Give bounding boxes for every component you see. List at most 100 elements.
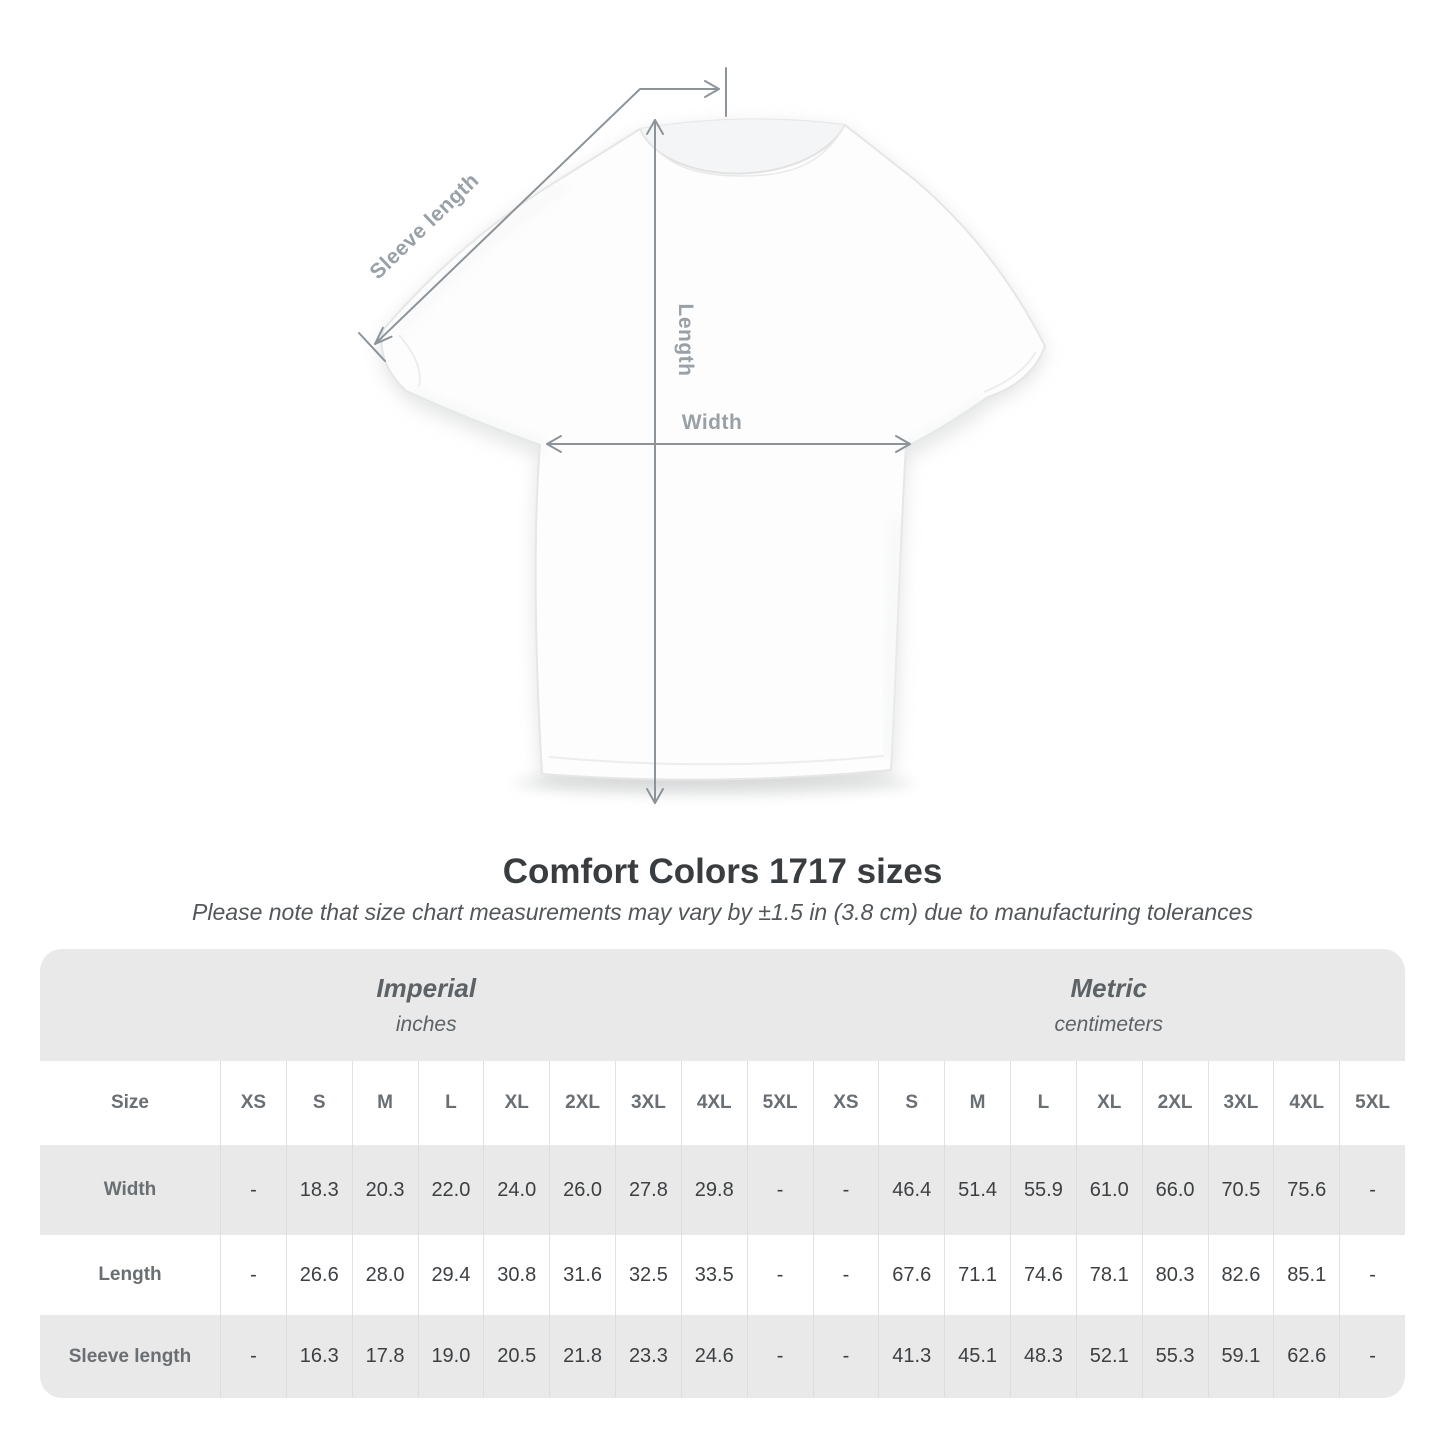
value-cell: 41.3	[878, 1315, 945, 1398]
metric-group-label: Metric	[1070, 973, 1148, 1003]
left-cuff-seam	[398, 334, 421, 387]
size-column-header: 4XL	[680, 1061, 747, 1145]
size-column-header: 3XL	[1207, 1061, 1274, 1145]
size-column-header: XS	[812, 1061, 879, 1145]
size-column-header: L	[1010, 1061, 1076, 1145]
size-column-header: 2XL	[549, 1061, 615, 1145]
value-cell: 20.3	[351, 1145, 418, 1235]
metric-group-header: Metric centimeters	[812, 949, 1405, 1061]
value-cell: 78.1	[1075, 1235, 1142, 1315]
corner-size-label: Size	[110, 1092, 150, 1113]
value-cell: 24.6	[680, 1315, 747, 1398]
imperial-group-header: Imperial inches	[40, 949, 813, 1061]
value-cell: 85.1	[1273, 1235, 1339, 1315]
value-cell: -	[812, 1235, 879, 1315]
left-sleeve-shading	[394, 181, 568, 333]
size-column-header: 3XL	[615, 1061, 681, 1145]
size-column-header: 5XL	[1339, 1061, 1405, 1145]
right-underarm-shading	[900, 396, 989, 454]
value-cell: -	[1339, 1235, 1405, 1315]
right-side-shading	[883, 519, 901, 757]
value-cell: 28.0	[351, 1235, 418, 1315]
value-cell: 27.8	[615, 1145, 681, 1235]
tshirt-measurement-diagram: Sleeve length Length Width	[358, 67, 1046, 804]
value-cell: 51.4	[944, 1145, 1010, 1235]
value-cell: -	[746, 1145, 813, 1235]
size-column-header: 5XL	[746, 1061, 813, 1145]
collar-opening	[640, 119, 845, 176]
value-cell: 33.5	[680, 1235, 747, 1315]
value-cell: 62.6	[1273, 1315, 1340, 1398]
value-cell: 29.4	[417, 1235, 484, 1315]
value-cell: -	[220, 1315, 286, 1398]
value-cell: 24.0	[483, 1145, 550, 1235]
value-cell: 80.3	[1141, 1235, 1208, 1315]
value-cell: 67.6	[878, 1235, 944, 1315]
value-cell: 59.1	[1207, 1315, 1274, 1398]
value-cell: -	[746, 1235, 813, 1315]
value-cell: 30.8	[483, 1235, 549, 1315]
imperial-group-unit: inches	[395, 1013, 457, 1036]
row-label-width: Width	[40, 1145, 220, 1235]
value-cell: 66.0	[1141, 1145, 1208, 1235]
value-cell: 26.0	[549, 1145, 615, 1235]
row-label-sleeve-length: Sleeve length	[40, 1315, 220, 1398]
size-column-header: XS	[220, 1061, 286, 1145]
value-cell: -	[1339, 1145, 1405, 1235]
size-column-header: XL	[1075, 1061, 1142, 1145]
value-cell: 17.8	[351, 1315, 418, 1398]
value-cell: -	[812, 1145, 879, 1235]
value-cell: 45.1	[944, 1315, 1010, 1398]
value-cell: 71.1	[944, 1235, 1010, 1315]
metric-group-unit: centimeters	[1054, 1013, 1164, 1036]
length-arrow: Length	[646, 119, 697, 804]
size-column-header: L	[417, 1061, 484, 1145]
size-column-header: 4XL	[1273, 1061, 1339, 1145]
size-column-header: XL	[483, 1061, 549, 1145]
page-title: Comfort Colors 1717 sizes	[502, 852, 943, 891]
value-cell: -	[1339, 1315, 1405, 1398]
hem-seam	[548, 755, 885, 766]
collar-inner-seam	[639, 124, 846, 177]
value-cell: 74.6	[1010, 1235, 1076, 1315]
value-cell: 61.0	[1075, 1145, 1142, 1235]
value-cell: 46.4	[878, 1145, 945, 1235]
value-cell: 52.1	[1075, 1315, 1142, 1398]
row-label-length: Length	[98, 1264, 162, 1285]
value-cell: 16.3	[285, 1315, 352, 1398]
value-cell: -	[220, 1235, 286, 1315]
width-label: Width	[682, 411, 743, 434]
value-cell: -	[746, 1315, 813, 1398]
value-cell: 26.6	[285, 1235, 352, 1315]
right-cuff-seam	[983, 351, 1037, 393]
value-cell: 82.6	[1207, 1235, 1274, 1315]
value-cell: 75.6	[1273, 1145, 1340, 1235]
value-cell: -	[812, 1315, 879, 1398]
value-cell: 22.0	[417, 1145, 484, 1235]
tshirt-body	[380, 118, 1046, 781]
value-cell: 21.8	[549, 1315, 615, 1398]
value-cell: 70.5	[1207, 1145, 1274, 1235]
value-cell: 29.8	[680, 1145, 747, 1235]
value-cell: -	[220, 1145, 286, 1235]
width-arrow: Width	[546, 411, 911, 453]
value-cell: 55.3	[1141, 1315, 1208, 1398]
tshirt-graphic	[380, 118, 1046, 781]
value-cell: 55.9	[1010, 1145, 1076, 1235]
value-cell: 20.5	[483, 1315, 550, 1398]
length-label: Length	[674, 304, 697, 377]
value-cell: 23.3	[615, 1315, 681, 1398]
value-cell: 32.5	[615, 1235, 681, 1315]
imperial-group-label: Imperial	[376, 973, 477, 1003]
size-column-header: M	[351, 1061, 418, 1145]
value-cell: 31.6	[549, 1235, 615, 1315]
value-cell: 18.3	[285, 1145, 352, 1235]
value-cell: 19.0	[417, 1315, 484, 1398]
size-column-header: M	[944, 1061, 1010, 1145]
size-column-header: S	[285, 1061, 352, 1145]
left-underarm-shading	[410, 390, 547, 452]
size-column-header: S	[878, 1061, 944, 1145]
value-cell: 48.3	[1010, 1315, 1076, 1398]
size-column-header: 2XL	[1141, 1061, 1208, 1145]
